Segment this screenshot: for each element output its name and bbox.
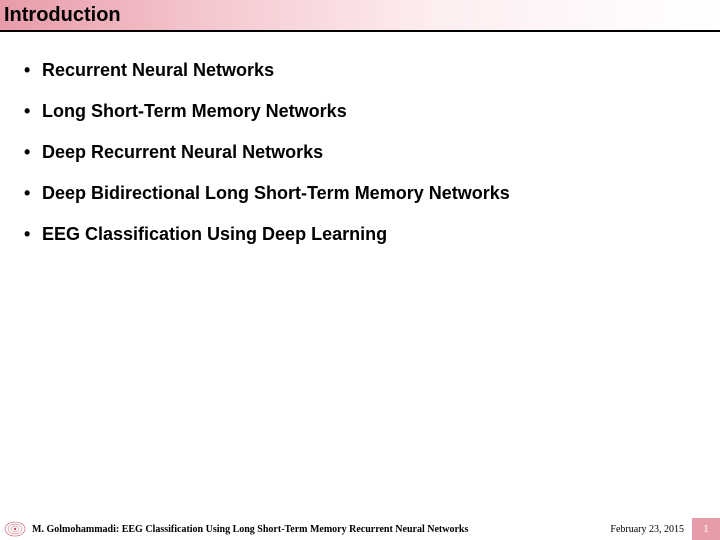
list-item: Deep Bidirectional Long Short-Term Memor… xyxy=(20,183,700,204)
logo-icon xyxy=(2,520,28,538)
list-item: EEG Classification Using Deep Learning xyxy=(20,224,700,245)
title-bar: Introduction xyxy=(0,0,720,32)
list-item: Long Short-Term Memory Networks xyxy=(20,101,700,122)
footer-date: February 23, 2015 xyxy=(610,524,684,535)
list-item: Deep Recurrent Neural Networks xyxy=(20,142,700,163)
bullet-list: Recurrent Neural Networks Long Short-Ter… xyxy=(20,60,700,245)
slide-title: Introduction xyxy=(4,4,121,27)
footer: M. Golmohammadi: EEG Classification Usin… xyxy=(0,518,720,540)
page-number: 1 xyxy=(703,523,709,535)
footer-author-line: M. Golmohammadi: EEG Classification Usin… xyxy=(32,524,610,535)
slide: Introduction Recurrent Neural Networks L… xyxy=(0,0,720,540)
content-area: Recurrent Neural Networks Long Short-Ter… xyxy=(0,32,720,245)
list-item: Recurrent Neural Networks xyxy=(20,60,700,81)
page-number-box: 1 xyxy=(692,518,720,540)
